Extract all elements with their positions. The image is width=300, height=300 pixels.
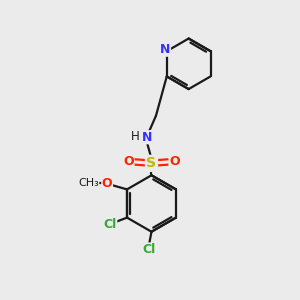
Text: O: O xyxy=(123,155,134,168)
Text: N: N xyxy=(160,43,170,56)
Text: S: S xyxy=(146,156,157,170)
Text: O: O xyxy=(169,155,180,168)
Text: Cl: Cl xyxy=(103,218,117,231)
Text: Cl: Cl xyxy=(142,243,155,256)
Text: CH₃: CH₃ xyxy=(78,178,99,188)
Text: H: H xyxy=(131,130,140,143)
Text: O: O xyxy=(102,177,112,190)
Text: N: N xyxy=(142,131,152,144)
